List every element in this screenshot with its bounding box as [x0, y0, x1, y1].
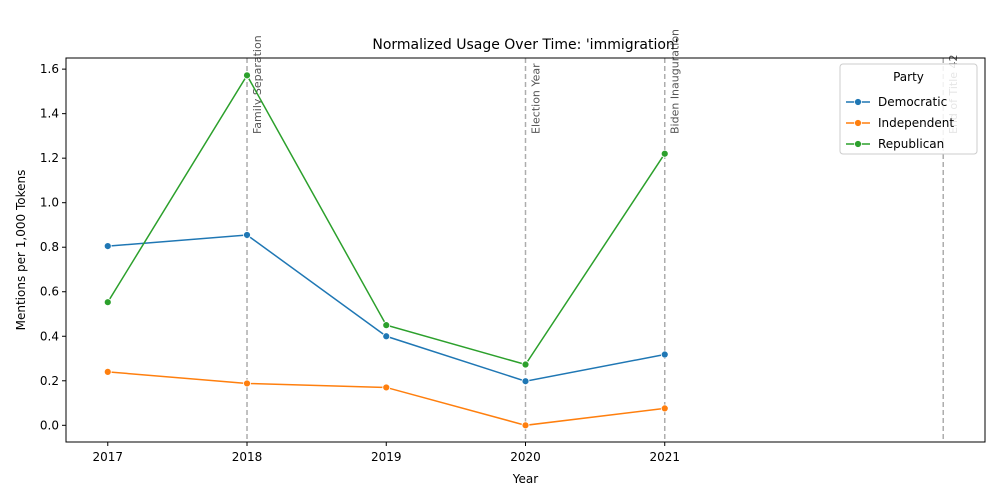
data-point: [660, 149, 669, 158]
data-point: [660, 350, 669, 359]
y-axis-title: Mentions per 1,000 Tokens: [14, 170, 28, 331]
series-line: [107, 371, 665, 427]
data-point: [521, 377, 530, 386]
series-layer: [103, 71, 669, 430]
y-tick-label: 0.2: [40, 374, 59, 388]
legend-entry-label: Republican: [878, 137, 944, 151]
legend-swatch-marker: [854, 98, 862, 106]
series-line: [107, 234, 665, 383]
series-line: [107, 73, 666, 366]
chart-title: Normalized Usage Over Time: 'immigration…: [372, 37, 678, 53]
y-axis: 0.0 0.2 0.4 0.6 0.8 1.0 1.2 1.4 1.6: [40, 62, 66, 432]
legend: Party Democratic Independent Republican: [839, 63, 978, 155]
annotation-label: Election Year: [530, 63, 543, 134]
data-point: [660, 404, 669, 413]
x-tick-label: 2017: [92, 450, 123, 464]
x-tick-label: 2018: [232, 450, 263, 464]
y-tick-label: 0.0: [40, 418, 59, 432]
legend-swatch-marker: [854, 119, 862, 127]
annotation-label: Biden Inauguration: [669, 29, 682, 134]
data-point: [103, 367, 112, 376]
annotation-label: Family Separation: [251, 35, 264, 134]
x-axis: 2017 2018 2019 2020 2021: [92, 442, 680, 464]
data-point: [243, 71, 251, 80]
x-tick-label: 2019: [371, 450, 402, 464]
legend-entry-label: Democratic: [878, 95, 947, 109]
data-point: [103, 242, 112, 251]
x-axis-title: Year: [512, 472, 538, 486]
y-tick-label: 1.4: [40, 107, 59, 121]
legend-swatch-marker: [854, 140, 862, 148]
data-point: [382, 321, 391, 330]
x-tick-label: 2020: [510, 450, 541, 464]
y-tick-label: 1.0: [40, 196, 59, 210]
data-point: [243, 379, 251, 388]
y-tick-label: 1.2: [40, 151, 59, 165]
y-tick-label: 0.6: [40, 285, 59, 299]
data-point: [521, 421, 530, 430]
legend-box: [839, 63, 978, 155]
data-point: [103, 298, 112, 307]
data-point: [382, 332, 391, 341]
data-point: [521, 360, 530, 369]
x-tick-label: 2021: [649, 450, 680, 464]
data-point: [382, 383, 391, 392]
legend-entry-label: Independent: [878, 116, 954, 130]
legend-title: Party: [893, 70, 924, 84]
y-tick-label: 0.8: [40, 240, 59, 254]
y-tick-label: 1.6: [40, 62, 59, 76]
data-point: [243, 231, 251, 239]
y-tick-label: 0.4: [40, 329, 59, 343]
